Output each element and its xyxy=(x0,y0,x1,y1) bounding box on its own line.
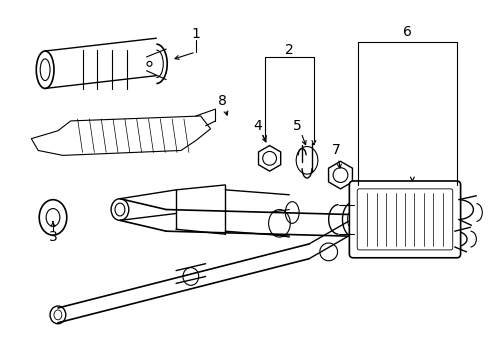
Text: 3: 3 xyxy=(48,230,57,244)
Text: 1: 1 xyxy=(191,27,200,41)
Text: 2: 2 xyxy=(285,43,293,57)
Text: 8: 8 xyxy=(218,94,226,108)
Text: 7: 7 xyxy=(331,144,340,157)
Text: 6: 6 xyxy=(402,25,411,39)
Text: 5: 5 xyxy=(292,119,301,133)
Text: 4: 4 xyxy=(253,119,262,133)
FancyBboxPatch shape xyxy=(348,181,460,258)
